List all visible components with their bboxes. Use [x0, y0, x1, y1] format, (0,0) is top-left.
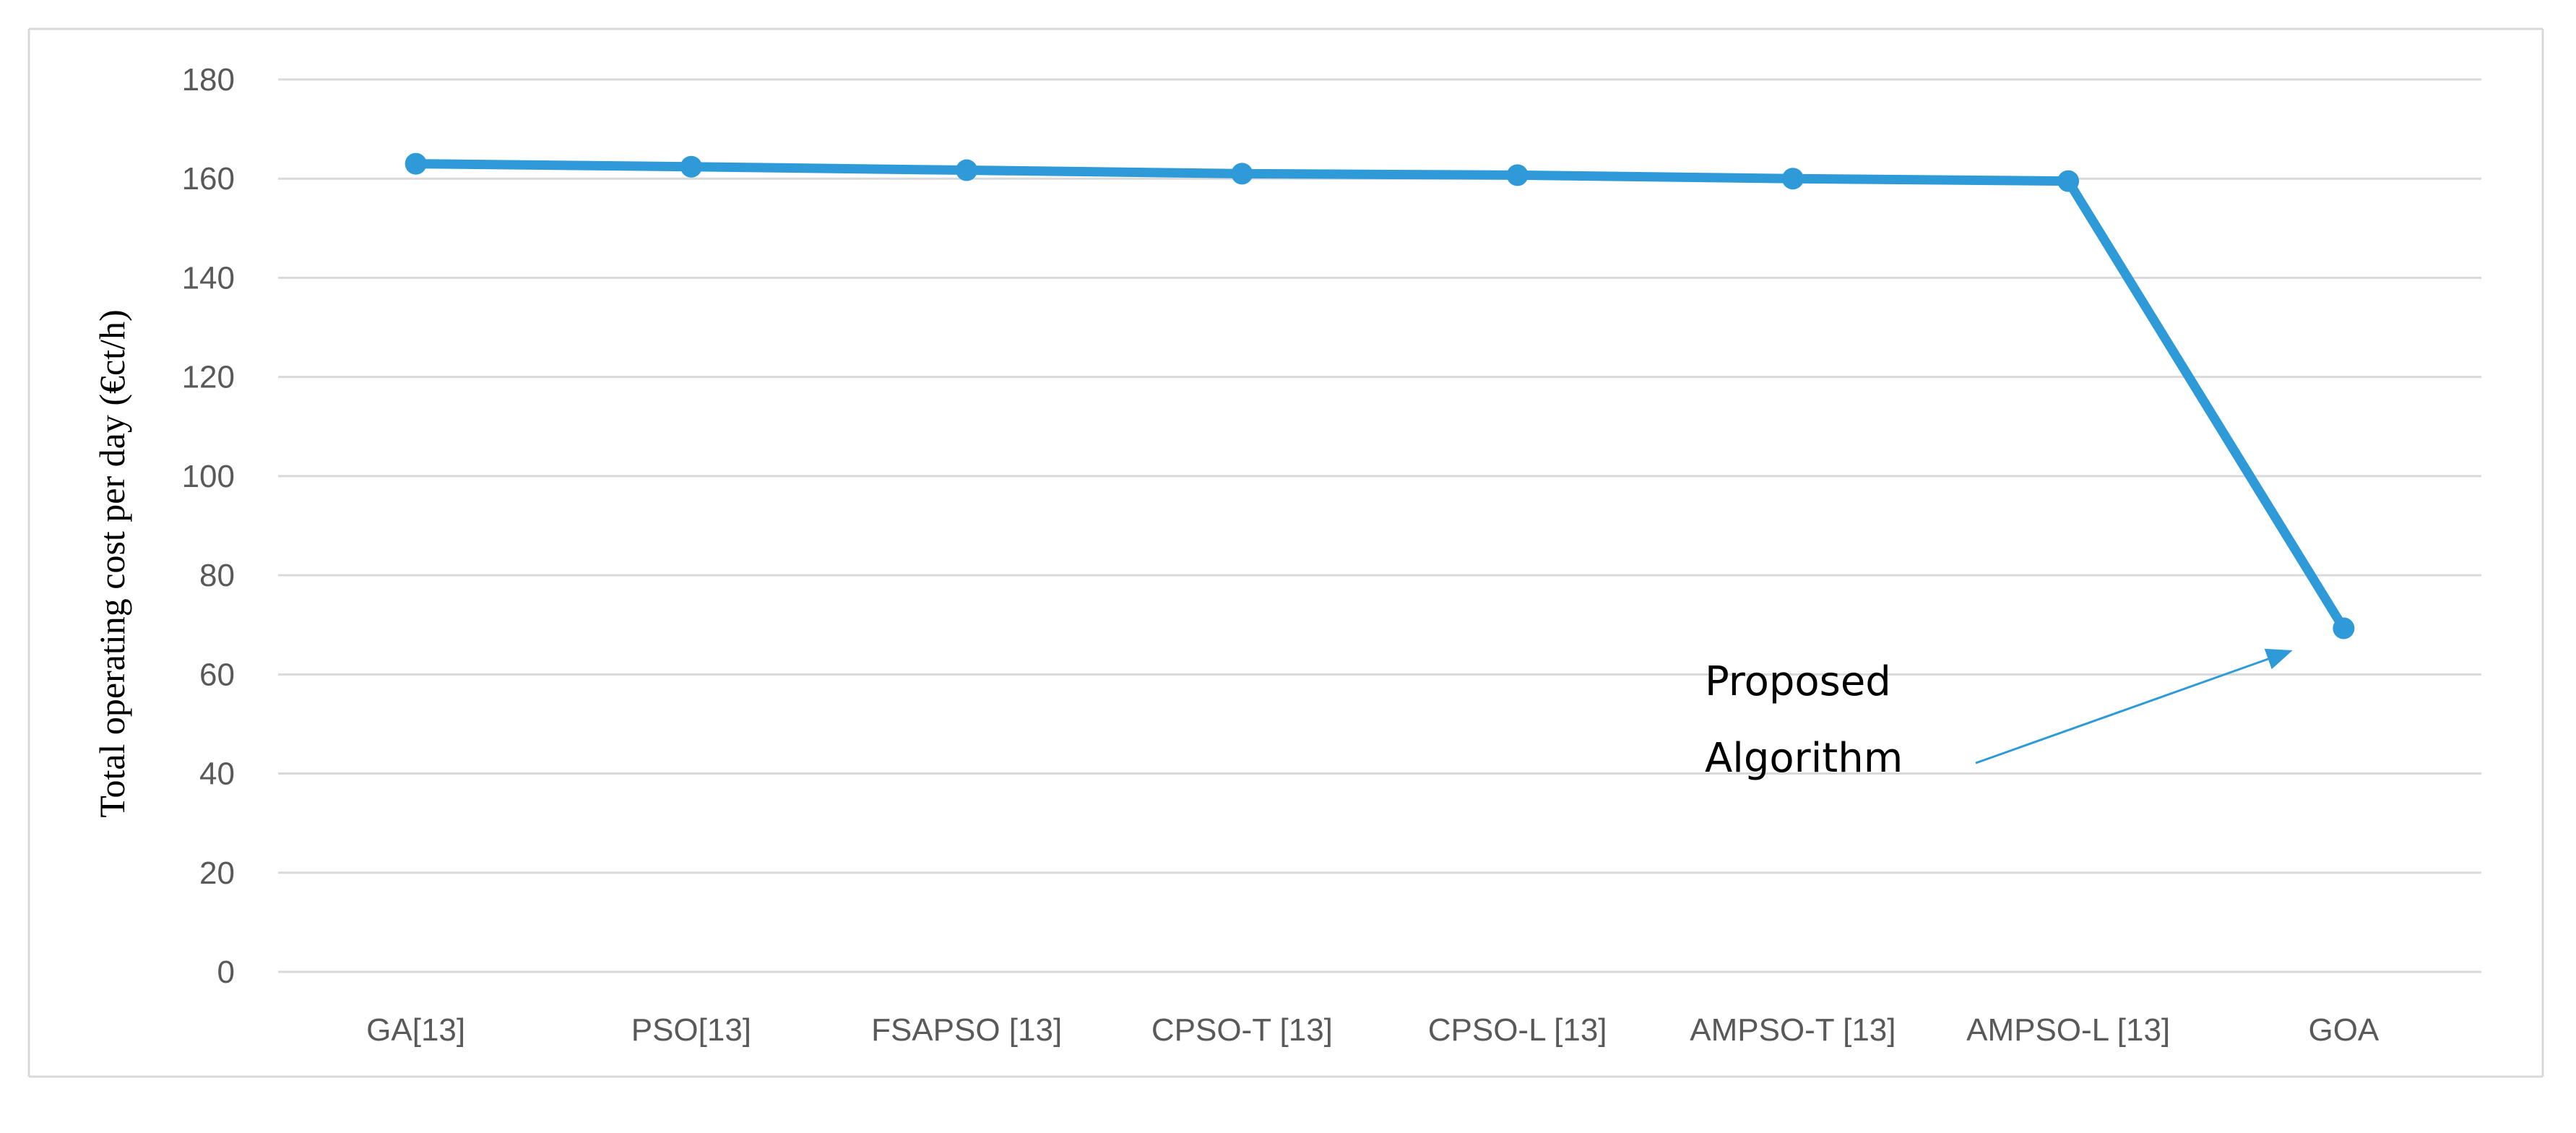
series-line: [415, 159, 2348, 631]
data-point: [956, 159, 978, 181]
y-tick-label: 120: [182, 360, 235, 395]
x-tick-label: FSAPSO [13]: [871, 1012, 1062, 1048]
y-tick-label: 60: [199, 657, 235, 692]
annotation-line-1: Proposed: [1705, 658, 1891, 705]
data-point: [680, 155, 702, 178]
y-tick-label: 80: [199, 558, 235, 593]
annotation-arrow: [1975, 648, 2293, 764]
x-tick-label: CPSO-T [13]: [1151, 1012, 1333, 1048]
data-point: [1231, 163, 1253, 185]
y-axis-label: Total operating cost per day (€ct/h): [92, 309, 132, 817]
y-tick-labels: 0 20 40 60 80 100 120 140 160 180: [182, 62, 235, 990]
y-tick-label: 160: [182, 161, 235, 197]
grid-lines: [278, 78, 2481, 973]
data-point: [2333, 617, 2355, 639]
data-point: [1506, 164, 1529, 186]
y-tick-label: 40: [199, 757, 235, 792]
x-tick-label: GOA: [2308, 1012, 2379, 1048]
x-tick-label: CPSO-L [13]: [1428, 1012, 1607, 1048]
annotation: Proposed Algorithm: [1705, 648, 2293, 782]
y-tick-label: 180: [182, 62, 235, 98]
x-tick-label: PSO[13]: [631, 1012, 751, 1048]
data-point: [2057, 170, 2080, 192]
x-tick-label: AMPSO-L [13]: [1966, 1012, 2170, 1048]
data-point: [1781, 168, 1804, 190]
series-layer: [405, 152, 2355, 639]
y-tick-label: 140: [182, 260, 235, 296]
data-point: [405, 152, 427, 175]
y-tick-label: 100: [182, 459, 235, 494]
annotation-line-2: Algorithm: [1705, 735, 1903, 782]
y-tick-label: 20: [199, 856, 235, 891]
x-tick-labels: GA[13] PSO[13] FSAPSO [13] CPSO-T [13] CPSO-…: [366, 1012, 2380, 1048]
x-tick-label: AMPSO-T [13]: [1690, 1012, 1896, 1048]
y-tick-label: 0: [217, 955, 235, 990]
x-tick-label: GA[13]: [366, 1012, 465, 1048]
